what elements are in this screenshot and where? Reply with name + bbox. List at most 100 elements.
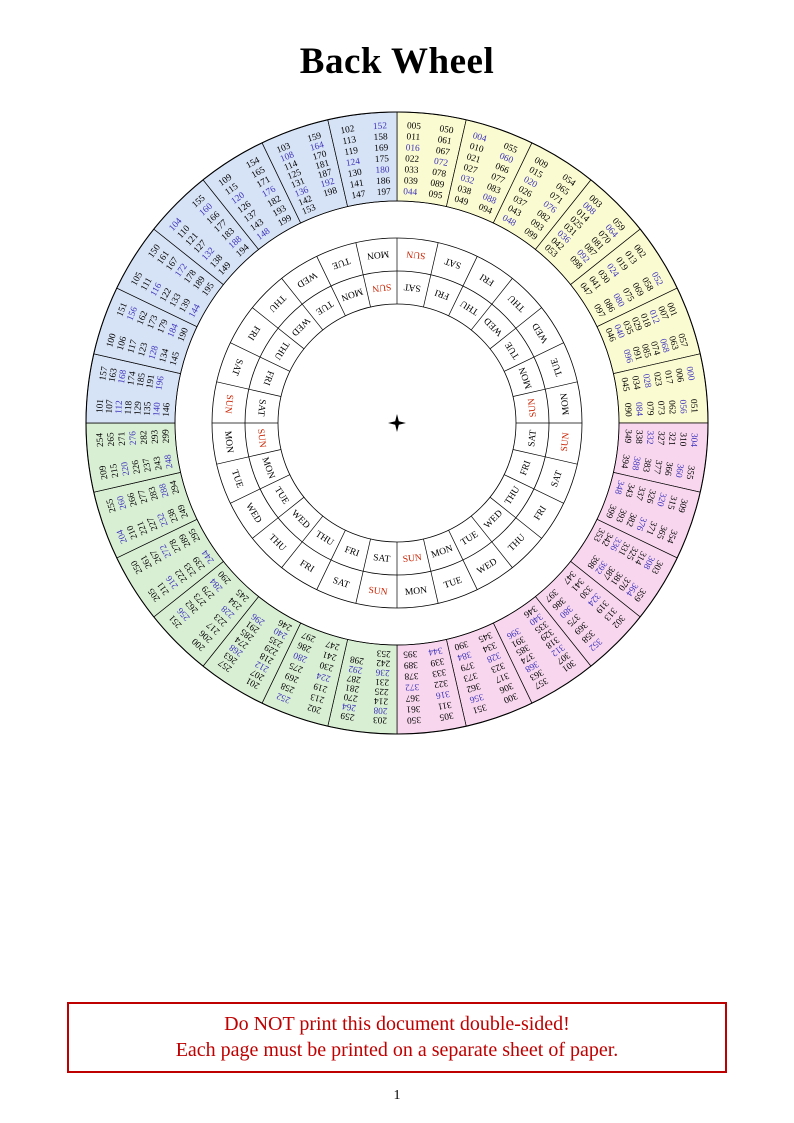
year-label: 316 [435,688,451,700]
day-label: SAT [550,469,565,488]
day-cell-divider [277,327,305,350]
day-cell-divider [430,242,439,275]
day-cell-divider [504,474,535,490]
year-label: 339 [429,655,445,667]
day-label: FRI [343,545,360,559]
day-cell-divider [533,488,564,504]
year-label: 130 [347,168,363,180]
year-label: 006 [673,368,685,384]
day-label: FRI [298,559,316,575]
year-label: 027 [462,163,479,177]
year-label: 056 [677,399,688,414]
year-label: 379 [459,659,476,673]
year-label: 118 [124,400,135,415]
day-cell-divider [545,456,578,465]
year-label: 114 [283,159,300,174]
day-label: WED [243,502,263,526]
year-label: 378 [404,670,419,681]
year-label: 337 [633,485,647,502]
year-label: 350 [406,714,421,725]
year-label: 044 [403,187,418,198]
year-label: 016 [405,143,420,154]
day-cell-divider [362,274,371,308]
year-label: 253 [376,648,391,659]
year-label: 049 [453,195,470,209]
year-label: 159 [306,131,323,145]
year-label: 181 [314,158,331,172]
day-label: TUE [229,469,245,490]
year-label: 230 [318,659,335,673]
year-label: 320 [654,491,668,508]
day-label: MON [222,430,234,453]
year-label: 394 [618,454,630,470]
day-label: WED [483,315,505,337]
year-label: 192 [320,177,337,191]
year-label: 091 [630,346,644,363]
year-label: 247 [324,638,341,652]
day-cell-divider [533,342,564,358]
day-label: FRI [434,287,451,301]
day-label: WED [289,509,311,531]
day-cell-divider [423,274,432,308]
year-label: 219 [312,680,329,694]
year-label: 078 [431,168,447,180]
year-label: 373 [462,670,479,684]
year-label: 185 [136,372,148,388]
year-label: 141 [349,178,365,190]
year-label: 220 [120,461,132,477]
warning-box: Do NOT print this document double-sided!… [67,1002,727,1073]
year-label: 197 [377,187,392,198]
year-label: 096 [621,348,635,365]
year-label: 276 [128,430,139,445]
year-label: 377 [651,459,663,475]
year-label: 074 [648,340,662,357]
year-label: 090 [622,403,633,418]
day-label: FRI [533,504,549,522]
day-cell-divider [515,517,542,539]
year-label: 005 [407,121,422,132]
day-cell-divider [462,559,478,590]
year-label: 032 [459,173,476,187]
year-label: 304 [688,433,699,448]
year-label: 112 [114,400,125,415]
year-label: 157 [98,366,110,382]
year-label: 327 [655,431,666,446]
year-label: 242 [376,657,391,668]
day-cell-divider [355,571,364,604]
year-label: 084 [633,402,644,417]
day-label: TUE [314,298,335,316]
year-label: 277 [137,488,151,505]
year-label: 288 [158,482,172,499]
year-label: 175 [375,154,390,165]
year-label: 202 [306,701,323,715]
day-cell-divider [355,242,364,275]
year-label: 010 [468,142,485,156]
year-label: 243 [152,455,164,471]
day-label: SAT [373,553,391,565]
day-label: THU [266,292,287,313]
day-label: THU [503,485,522,507]
year-label: 333 [431,666,447,678]
day-cell-divider [281,278,303,305]
day-label: WED [295,269,319,289]
year-label: 095 [428,189,444,201]
year-label: 255 [105,497,119,514]
page-title: Back Wheel [299,41,495,82]
day-cell-divider [230,488,261,504]
day-cell-divider [301,303,324,331]
year-label: 124 [345,157,361,169]
year-label: 164 [309,140,326,154]
year-label: 224 [315,670,332,684]
day-label: WED [483,509,505,531]
day-cell-divider [491,541,513,568]
year-label: 061 [437,135,453,147]
year-label: 298 [349,653,365,665]
day-label: SUN [560,432,572,452]
day-cell-divider [330,530,346,561]
year-label: 332 [644,430,655,445]
day-label: MON [366,248,389,260]
year-label: 147 [351,189,367,201]
year-label: 322 [433,677,449,689]
day-cell-divider [230,342,261,358]
year-label: 085 [639,343,653,360]
